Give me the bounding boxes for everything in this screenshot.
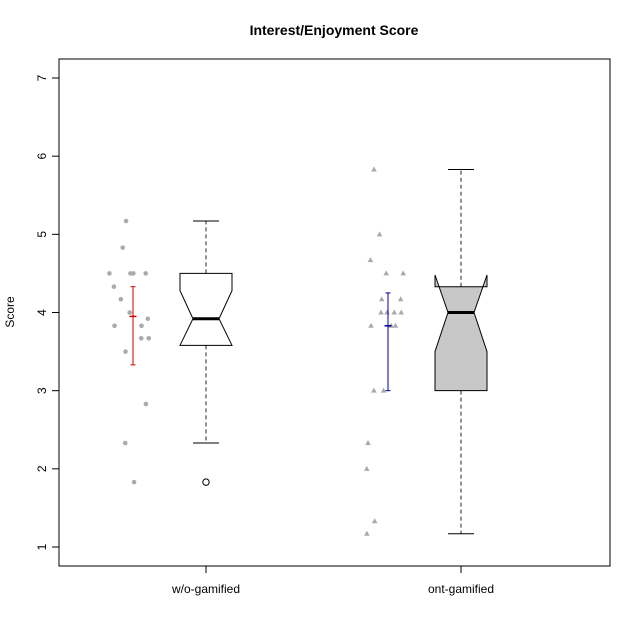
y-tick-label: 3 xyxy=(35,387,49,394)
x-tick-label: w/o-gamified xyxy=(171,582,240,596)
data-point xyxy=(146,335,152,341)
box-body xyxy=(434,274,488,392)
y-tick-label: 1 xyxy=(35,543,49,550)
plot-frame xyxy=(58,58,611,567)
data-point xyxy=(376,231,383,237)
y-axis-label: Score xyxy=(3,296,17,328)
plot-content xyxy=(107,166,488,536)
chart-title: Interest/Enjoyment Score xyxy=(250,22,419,38)
data-point xyxy=(127,310,132,315)
data-point xyxy=(143,401,149,407)
data-point xyxy=(400,270,407,276)
y-tick-label: 5 xyxy=(35,231,49,238)
data-point xyxy=(112,323,117,329)
x-tick-label: ont-gamified xyxy=(428,582,494,596)
data-point xyxy=(131,479,137,485)
y-tick-label: 7 xyxy=(35,74,49,81)
y-tick-label: 4 xyxy=(35,309,49,316)
box-body xyxy=(179,272,233,346)
data-point xyxy=(380,387,387,393)
data-point xyxy=(143,271,149,276)
data-point xyxy=(139,323,144,329)
data-point xyxy=(145,316,151,322)
data-point xyxy=(365,440,371,446)
y-tick-label: 6 xyxy=(35,153,49,160)
data-point xyxy=(118,296,124,302)
data-point xyxy=(371,387,377,393)
y-axis: 1 2 3 4 5 6 7 xyxy=(35,74,59,550)
data-point xyxy=(397,296,404,302)
data-point xyxy=(398,309,405,315)
data-point xyxy=(123,349,128,354)
data-point xyxy=(122,440,128,446)
data-point xyxy=(107,271,112,276)
data-point xyxy=(364,530,370,536)
data-point xyxy=(123,218,129,224)
data-point xyxy=(383,270,389,276)
data-point xyxy=(391,309,398,315)
data-point xyxy=(120,245,125,250)
data-point xyxy=(367,257,374,263)
outlier-point xyxy=(202,478,210,486)
data-point xyxy=(368,322,374,328)
data-point xyxy=(130,271,136,276)
data-point xyxy=(378,296,385,302)
y-tick-label: 2 xyxy=(35,465,49,472)
x-axis: w/o-gamified ont-gamified xyxy=(171,566,494,596)
data-point xyxy=(138,335,144,341)
data-point xyxy=(111,284,117,290)
data-point xyxy=(371,518,378,524)
data-point xyxy=(364,465,370,471)
data-point xyxy=(392,322,399,328)
data-point xyxy=(384,309,390,315)
data-point xyxy=(378,309,384,315)
data-point xyxy=(371,166,377,172)
